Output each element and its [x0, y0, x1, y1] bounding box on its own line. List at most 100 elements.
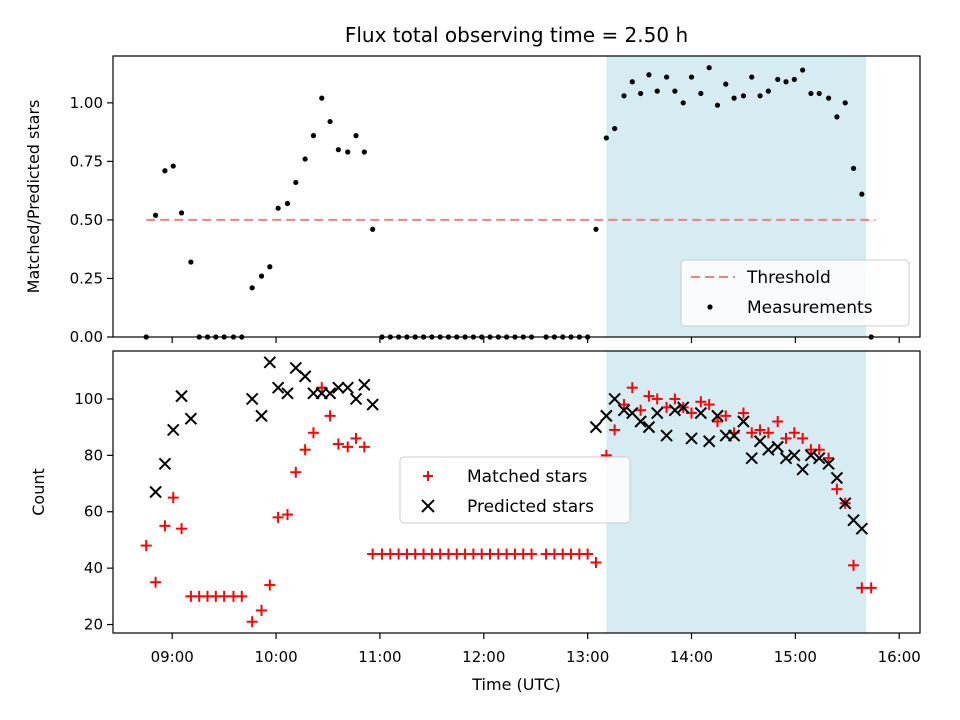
top-points [143, 65, 874, 340]
predicted-star-point [813, 451, 826, 465]
predicted-star-point [600, 409, 613, 423]
predicted-star-point [822, 457, 835, 471]
measurement-point [663, 74, 670, 80]
measurement-point [654, 88, 660, 94]
measurement-point [310, 133, 317, 139]
predicted-stars-points [149, 356, 869, 535]
x-axis-label: Time (UTC) [471, 675, 560, 694]
bottom-y-tick-label: 60 [84, 503, 103, 521]
matched-star-point [176, 523, 188, 535]
predicted-star-point [660, 429, 673, 442]
measurement-point [327, 118, 333, 125]
predicted-star-point [366, 398, 379, 411]
predicted-star-point [727, 429, 741, 442]
legend-matched-swatch [423, 471, 433, 481]
predicted-star-point [617, 404, 631, 417]
matched-star-point [609, 424, 621, 436]
matched-star-point [643, 390, 655, 402]
matched-star-point [342, 441, 354, 453]
matched-star-point [264, 579, 276, 591]
bottom-y-tick-label: 20 [84, 616, 103, 634]
matched-star-point [848, 559, 860, 571]
bottom-y-tick-label: 100 [74, 390, 103, 408]
x-tick-label: 11:00 [358, 648, 401, 666]
measurement-point [765, 88, 771, 94]
bottom-y-axis-label: Count [29, 468, 48, 516]
measurement-point [816, 90, 822, 97]
predicted-star-point [694, 406, 708, 420]
bottom-axes-frame [112, 350, 921, 634]
measurement-point [749, 74, 755, 80]
measurement-point [593, 226, 599, 232]
predicted-star-point [779, 451, 793, 465]
matched-star-point [367, 548, 379, 560]
predicted-star-point [804, 449, 818, 462]
measurement-point [370, 226, 376, 232]
measurement-point [267, 264, 273, 270]
measurement-point [646, 72, 652, 78]
matched-star-point [661, 401, 673, 413]
measurement-point [791, 76, 797, 83]
x-tick-label: 12:00 [462, 648, 505, 666]
matched-star-point [256, 604, 268, 616]
predicted-star-point [651, 406, 664, 420]
matched-star-point [788, 427, 800, 439]
matched-star-point [236, 590, 248, 602]
top-y-tick-label: 0.75 [70, 152, 103, 170]
measurement-point [621, 93, 627, 99]
predicted-star-point [175, 389, 188, 403]
measurement-point [826, 95, 832, 101]
top-y-tick-label: 0.00 [70, 328, 103, 346]
predicted-star-point [589, 420, 603, 434]
matched-star-point [167, 492, 179, 504]
measurement-point [688, 74, 695, 80]
predicted-star-point [634, 415, 647, 428]
predicted-star-point [323, 387, 337, 400]
x-tick-label: 16:00 [878, 648, 921, 666]
measurement-point [740, 93, 747, 99]
measurement-point [783, 79, 789, 85]
matched-star-point [856, 582, 868, 594]
top-axes-frame [112, 55, 921, 338]
matched-star-point [772, 416, 784, 427]
measurement-point [834, 114, 840, 120]
measurement-point [672, 88, 678, 94]
measurement-point [319, 95, 325, 101]
legend-measurements-label: Measurements [747, 298, 873, 318]
measurement-point [293, 179, 299, 186]
predicted-star-point [788, 449, 801, 462]
matched-star-point [669, 393, 681, 405]
bottom-legend: Matched stars Predicted stars [399, 456, 631, 524]
measurement-point [706, 65, 712, 71]
predicted-star-point [608, 392, 621, 406]
x-tick-label: 09:00 [151, 648, 194, 666]
chart-title: Flux total observing time = 2.50 h [345, 23, 688, 47]
measurement-point [603, 135, 609, 141]
measurement-point [808, 90, 814, 97]
matched-star-point [272, 511, 284, 523]
predicted-star-point [762, 443, 775, 456]
matched-star-point [218, 590, 230, 602]
bottom-x-ticks: 09:00 10:00 11:00 12:00 13:00 14:00 15:00 16:00 [151, 633, 921, 666]
top-y-ticks: 0.00 0.25 0.50 0.75 1.00 [70, 94, 113, 346]
matched-star-point [159, 520, 171, 532]
predicted-star-point [702, 435, 716, 448]
measurement-point [775, 76, 781, 83]
predicted-star-point [184, 412, 198, 425]
measurement-point [335, 147, 341, 153]
measurement-point [178, 210, 185, 216]
predicted-star-point [796, 463, 809, 476]
matched-stars-points [140, 382, 877, 628]
matched-star-point [140, 540, 152, 552]
matched-star-point [618, 399, 630, 411]
measurement-point [800, 67, 806, 73]
matched-star-point [754, 424, 766, 436]
measurement-point [842, 100, 848, 106]
measurement-point [361, 149, 367, 155]
matched-star-point [823, 452, 835, 464]
matched-star-point [590, 557, 602, 568]
top-y-tick-label: 1.00 [70, 94, 103, 112]
measurement-point [638, 90, 644, 97]
matched-star-point [299, 444, 311, 456]
measurement-point [162, 168, 168, 174]
